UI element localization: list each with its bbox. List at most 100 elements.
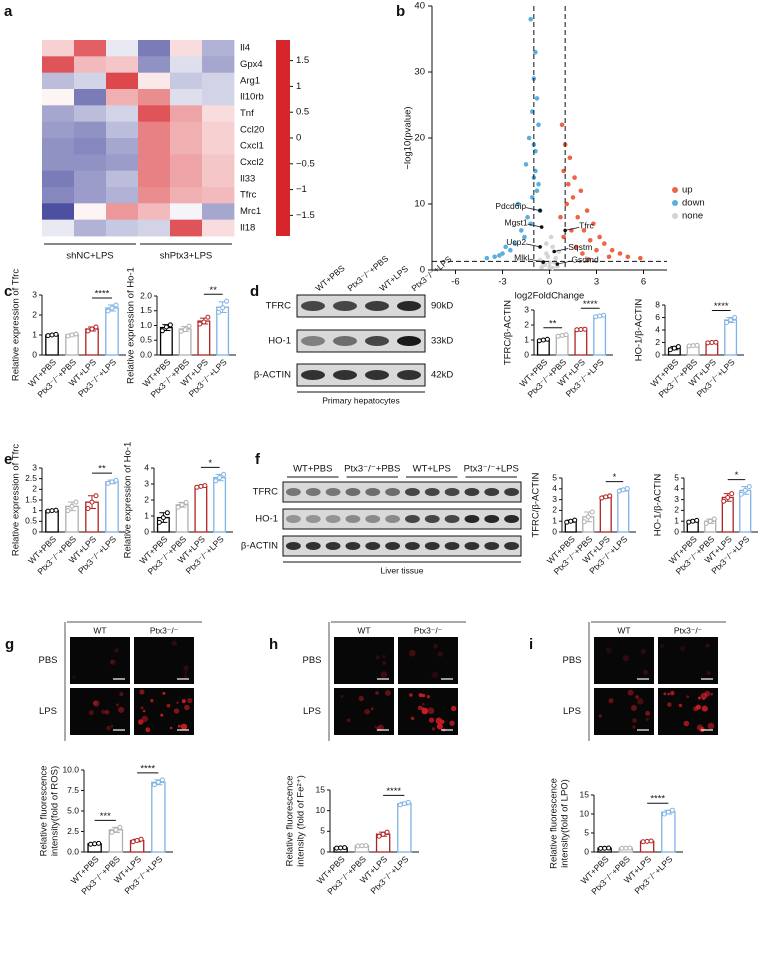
y-tick-label: 3 xyxy=(552,494,557,504)
y-tick-label: 0.5 xyxy=(140,335,152,345)
blot-band xyxy=(286,542,301,550)
heatmap-cell xyxy=(138,105,171,123)
heatmap-cell xyxy=(106,138,139,155)
blot-band xyxy=(484,488,500,496)
label-arrow xyxy=(554,248,569,252)
heatmap-cell xyxy=(202,203,235,221)
data-point xyxy=(156,519,162,525)
cell-signal xyxy=(608,698,614,704)
blot-band xyxy=(504,515,519,523)
cell-signal xyxy=(418,693,423,698)
data-point xyxy=(616,488,622,494)
point xyxy=(484,255,490,261)
cell-signal xyxy=(693,706,699,712)
heatmap-cell xyxy=(42,187,75,204)
y-tick-label: 1 xyxy=(144,510,149,520)
data-point xyxy=(724,320,730,325)
blot-caption: Liver tissue xyxy=(381,565,424,575)
blot-band xyxy=(397,336,421,346)
point xyxy=(539,265,544,270)
bar xyxy=(213,476,227,533)
significance-label: * xyxy=(208,458,212,469)
panel-letter: a xyxy=(4,3,13,20)
blot-band xyxy=(385,488,401,496)
data-point xyxy=(667,347,673,353)
colorbar-label: 0 xyxy=(296,133,301,144)
cell-signal xyxy=(435,717,443,725)
blot-band xyxy=(365,488,381,496)
cell-signal xyxy=(142,709,146,713)
cell-signal xyxy=(667,692,670,696)
panel-letter: d xyxy=(250,283,259,300)
significance-label: ** xyxy=(210,285,218,296)
significance-label: **** xyxy=(650,794,665,805)
blot-band xyxy=(405,542,420,550)
blot-band xyxy=(424,488,440,496)
data-point xyxy=(213,478,219,484)
cell-signal xyxy=(176,701,179,704)
data-point xyxy=(221,471,227,477)
y-tick-label: 1.0 xyxy=(140,320,152,330)
micrograph xyxy=(658,637,718,684)
group-label: WT+LPS xyxy=(413,464,451,475)
cell-signal xyxy=(162,691,166,695)
point xyxy=(533,49,538,55)
y-tick-label: 15 xyxy=(580,789,590,799)
heatmap-cell xyxy=(106,219,139,237)
significance-label: **** xyxy=(386,786,401,797)
heatmap-cell xyxy=(202,138,235,155)
data-point xyxy=(159,777,165,783)
point xyxy=(526,135,532,141)
blot-band xyxy=(397,370,421,380)
heatmap-cell xyxy=(138,170,171,188)
y-tick-label: 0 xyxy=(32,349,37,359)
bar xyxy=(724,319,738,356)
bar xyxy=(617,489,630,533)
data-point xyxy=(644,838,650,844)
cell-signal xyxy=(632,718,638,724)
heatmap-cell xyxy=(42,105,75,123)
data-point xyxy=(105,480,111,486)
heatmap-cell xyxy=(106,40,139,57)
data-point xyxy=(694,342,700,348)
colorbar-label: −1 xyxy=(296,184,307,195)
cell-signal xyxy=(433,643,438,649)
cell-signal xyxy=(187,697,193,704)
point xyxy=(578,188,584,194)
group-label: Ptx3⁻/⁻+PBS xyxy=(344,464,400,475)
blot-band xyxy=(325,515,341,523)
data-point xyxy=(117,824,123,830)
heatmap-cell xyxy=(170,56,203,74)
point xyxy=(534,96,540,101)
data-point xyxy=(194,484,200,490)
data-point xyxy=(732,315,738,320)
point xyxy=(545,254,551,260)
data-point xyxy=(540,337,546,343)
y-axis-title: Relative expression of Tfrc xyxy=(11,444,22,557)
blot-band xyxy=(345,542,361,550)
data-point xyxy=(606,845,612,851)
heatmap-cell xyxy=(138,121,171,139)
data-point xyxy=(167,322,173,328)
heatmap-cell xyxy=(42,170,75,188)
heatmap-cell xyxy=(106,203,139,221)
heatmap-cell xyxy=(138,187,171,204)
data-point xyxy=(703,520,709,526)
point xyxy=(548,234,554,240)
point xyxy=(492,254,497,260)
blot-band xyxy=(444,542,460,550)
heatmap-cell xyxy=(106,89,139,106)
point xyxy=(606,254,612,260)
y-axis-title: −log10(pvalue) xyxy=(403,106,414,169)
cell-signal xyxy=(645,710,651,716)
blot-frame xyxy=(282,535,522,557)
data-point xyxy=(721,498,727,504)
data-point xyxy=(705,340,711,346)
data-point xyxy=(163,324,169,330)
labeled-point xyxy=(541,260,546,264)
label-arrow xyxy=(526,243,541,248)
row-label: Il18 xyxy=(240,222,255,233)
cell-signal xyxy=(377,724,384,731)
point xyxy=(584,208,590,213)
group-label: shPtx3+LPS xyxy=(160,251,213,262)
